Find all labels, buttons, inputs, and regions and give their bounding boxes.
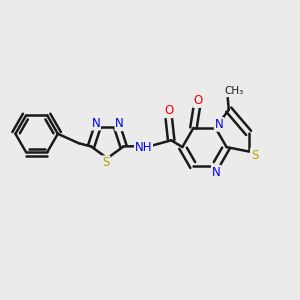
- Text: CH₃: CH₃: [224, 86, 243, 96]
- Text: N: N: [215, 118, 224, 131]
- Text: O: O: [193, 94, 202, 107]
- Text: O: O: [164, 104, 173, 117]
- Text: S: S: [251, 148, 258, 161]
- Text: N: N: [92, 117, 100, 130]
- Text: S: S: [102, 156, 110, 169]
- Text: NH: NH: [135, 141, 152, 154]
- Text: N: N: [115, 117, 124, 130]
- Text: N: N: [212, 166, 220, 178]
